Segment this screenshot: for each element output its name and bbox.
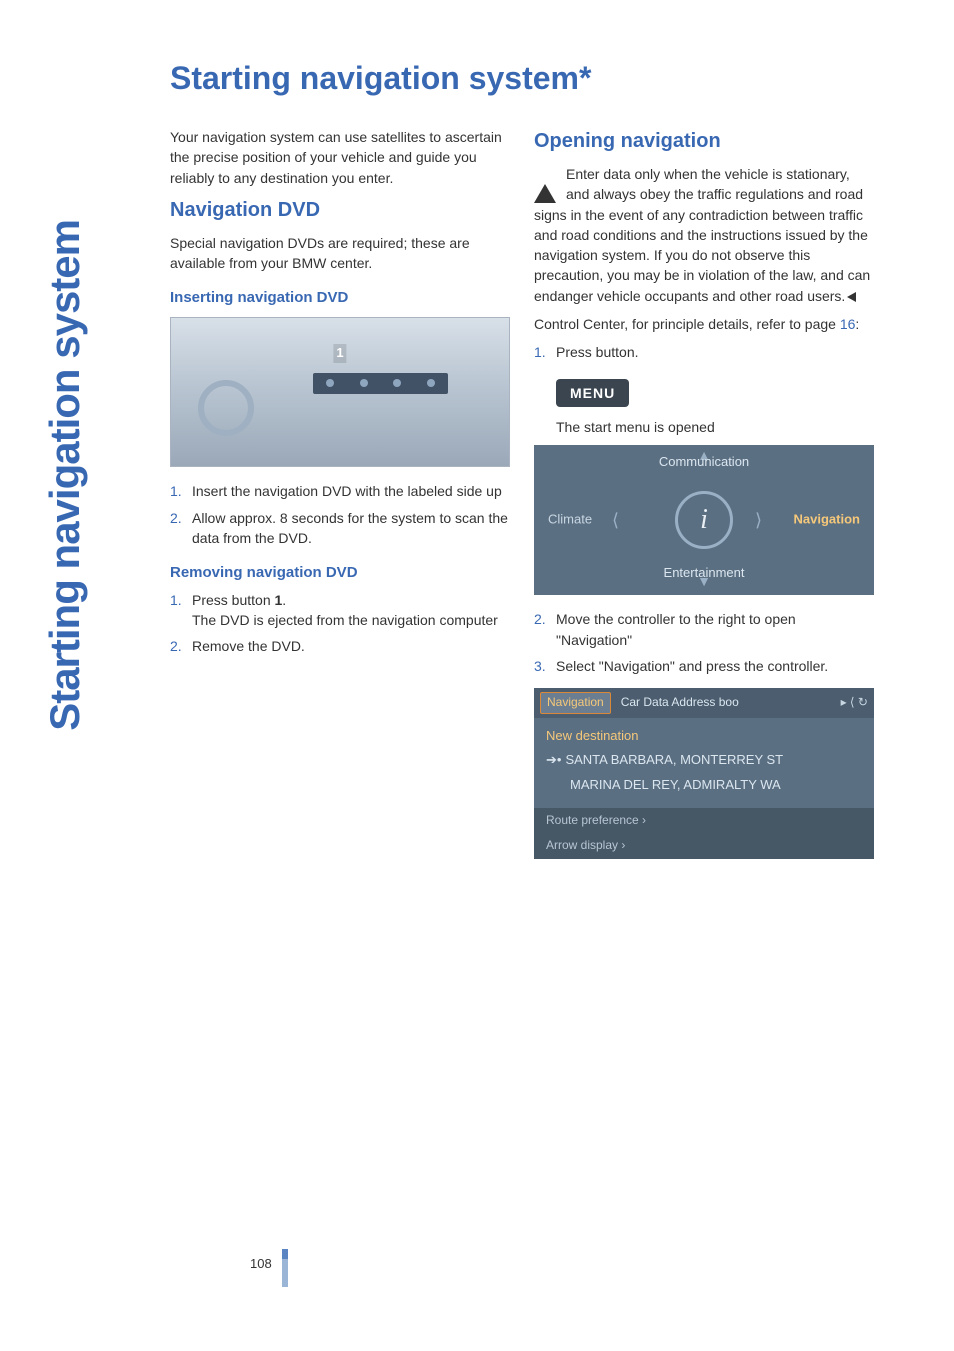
list-item: 3. Select "Navigation" and press the cont… — [534, 656, 874, 676]
insert-steps-list: 1. Insert the navigation DVD with the lab… — [170, 481, 510, 548]
tab-rest[interactable]: Car Data Address boo — [621, 694, 739, 711]
content-area: Starting navigation system* Your navigat… — [130, 0, 954, 873]
step-number: 1. — [170, 590, 182, 610]
dashboard-illustration: 1 — [170, 317, 510, 467]
dash-callout-1: 1 — [333, 344, 346, 363]
cc-footer-arrow[interactable]: Arrow display › — [534, 833, 874, 858]
side-tab: Starting navigation system — [0, 0, 130, 873]
control-center-nav-screen: Navigation Car Data Address boo ▸ ⟨ ↻ Ne… — [534, 688, 874, 859]
list-item: 1. Press button. — [534, 342, 874, 362]
end-mark-icon — [847, 292, 856, 302]
remove-steps-list: 1. Press button 1. The DVD is ejected fr… — [170, 590, 510, 657]
step-number: 2. — [170, 508, 182, 528]
start-menu-text: The start menu is opened — [534, 417, 874, 437]
control-center-start-menu: ▲Communication Climate ⟨ i ⟩ Navigation … — [534, 445, 874, 595]
page-number: 108 — [250, 1256, 272, 1271]
destination-line[interactable]: ➔•SANTA BARBARA, MONTERREY ST — [546, 748, 862, 773]
step-text: Remove the DVD. — [192, 638, 305, 654]
step-text: Select "Navigation" and press the contro… — [556, 658, 828, 674]
step-text: Allow approx. 8 seconds for the system t… — [192, 510, 508, 546]
step-text: Press button. — [556, 344, 639, 360]
cc-tab-bar: Navigation Car Data Address boo ▸ ⟨ ↻ — [534, 688, 874, 717]
page-title: Starting navigation system* — [170, 60, 874, 97]
opening-nav-heading: Opening navigation — [534, 127, 874, 156]
cc-reference: Control Center, for principle details, r… — [534, 314, 874, 334]
destination-line[interactable]: MARINA DEL REY, ADMIRALTY WA — [546, 773, 862, 798]
step-number: 2. — [534, 609, 546, 629]
warning-paragraph: Enter data only when the vehicle is stat… — [534, 164, 874, 306]
cc-bottom-label: Entertainment — [664, 564, 745, 583]
page-link[interactable]: 16 — [840, 316, 856, 332]
warning-icon — [534, 166, 560, 188]
cc-footer-route[interactable]: Route preference › — [534, 808, 874, 833]
step-number: 1. — [534, 342, 546, 362]
step-number: 3. — [534, 656, 546, 676]
list-item: 2. Allow approx. 8 seconds for the system… — [170, 508, 510, 549]
arrow-icon: ➔• — [546, 751, 561, 770]
step-extra: The DVD is ejected from the navigation c… — [192, 612, 498, 628]
list-item: 2. Remove the DVD. — [170, 636, 510, 656]
info-icon: i — [675, 491, 733, 549]
page: Starting navigation system Starting navi… — [0, 0, 954, 873]
opening-steps-list-cont: 2. Move the controller to the right to op… — [534, 609, 874, 676]
cc-right-label: Navigation — [794, 511, 860, 530]
chevron-right-icon: ⟩ — [755, 507, 762, 533]
cc-body: New destination ➔•SANTA BARBARA, MONTERR… — [534, 718, 874, 809]
left-column: Your navigation system can use satellite… — [170, 127, 510, 873]
nav-dvd-heading: Navigation DVD — [170, 196, 510, 225]
dash-center-console — [313, 373, 448, 394]
new-destination[interactable]: New destination — [546, 724, 862, 749]
nav-dvd-body: Special navigation DVDs are required; th… — [170, 233, 510, 274]
opening-steps-list: 1. Press button. — [534, 342, 874, 362]
cc-left-label: Climate — [548, 511, 592, 530]
chevron-left-icon: ⟨ — [612, 507, 619, 533]
step-number: 1. — [170, 481, 182, 501]
step-text: Move the controller to the right to open… — [556, 611, 796, 647]
tab-navigation[interactable]: Navigation — [540, 692, 611, 713]
page-marker — [282, 1259, 288, 1287]
list-item: 2. Move the controller to the right to op… — [534, 609, 874, 650]
intro-text: Your navigation system can use satellite… — [170, 127, 510, 188]
list-item: 1. Press button 1. The DVD is ejected fr… — [170, 590, 510, 631]
menu-button[interactable]: MENU — [556, 379, 629, 407]
warning-text: Enter data only when the vehicle is stat… — [534, 166, 870, 304]
side-tab-text: Starting navigation system — [41, 220, 89, 731]
step-number: 2. — [170, 636, 182, 656]
right-column: Opening navigation Enter data only when … — [534, 127, 874, 873]
remove-dvd-heading: Removing navigation DVD — [170, 562, 510, 584]
list-item: 1. Insert the navigation DVD with the lab… — [170, 481, 510, 501]
cc-top-label: ▲Communication — [534, 445, 874, 465]
steering-wheel-icon — [198, 380, 254, 436]
step-text: Press button 1. — [192, 592, 286, 608]
two-columns: Your navigation system can use satellite… — [170, 127, 874, 873]
step-text: Insert the navigation DVD with the label… — [192, 483, 502, 499]
insert-dvd-heading: Inserting navigation DVD — [170, 287, 510, 309]
chevron-right-icon: ▸ ⟨ ↻ — [841, 694, 868, 711]
page-marker-accent — [282, 1249, 288, 1259]
